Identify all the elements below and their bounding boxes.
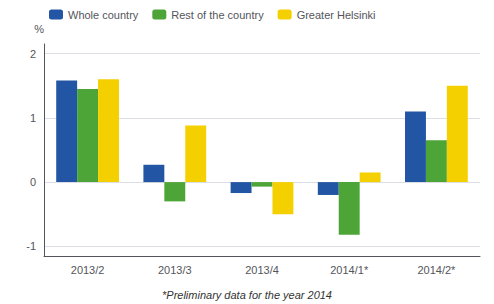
- svg-text:Rest of the country: Rest of the country: [171, 9, 264, 21]
- svg-text:-1: -1: [26, 240, 36, 252]
- svg-text:Greater Helsinki: Greater Helsinki: [297, 9, 376, 21]
- svg-text:2013/4: 2013/4: [245, 264, 279, 276]
- svg-text:2: 2: [30, 48, 36, 60]
- svg-text:2013/2: 2013/2: [71, 264, 105, 276]
- svg-text:2014/1*: 2014/1*: [330, 264, 369, 276]
- svg-text:1: 1: [30, 112, 36, 124]
- svg-text:*Preliminary data for the year: *Preliminary data for the year 2014: [162, 289, 332, 301]
- svg-text:Whole country: Whole country: [68, 9, 139, 21]
- svg-text:2013/3: 2013/3: [158, 264, 192, 276]
- svg-text:2014/2*: 2014/2*: [417, 264, 456, 276]
- svg-text:0: 0: [30, 176, 36, 188]
- svg-text:%: %: [34, 23, 44, 35]
